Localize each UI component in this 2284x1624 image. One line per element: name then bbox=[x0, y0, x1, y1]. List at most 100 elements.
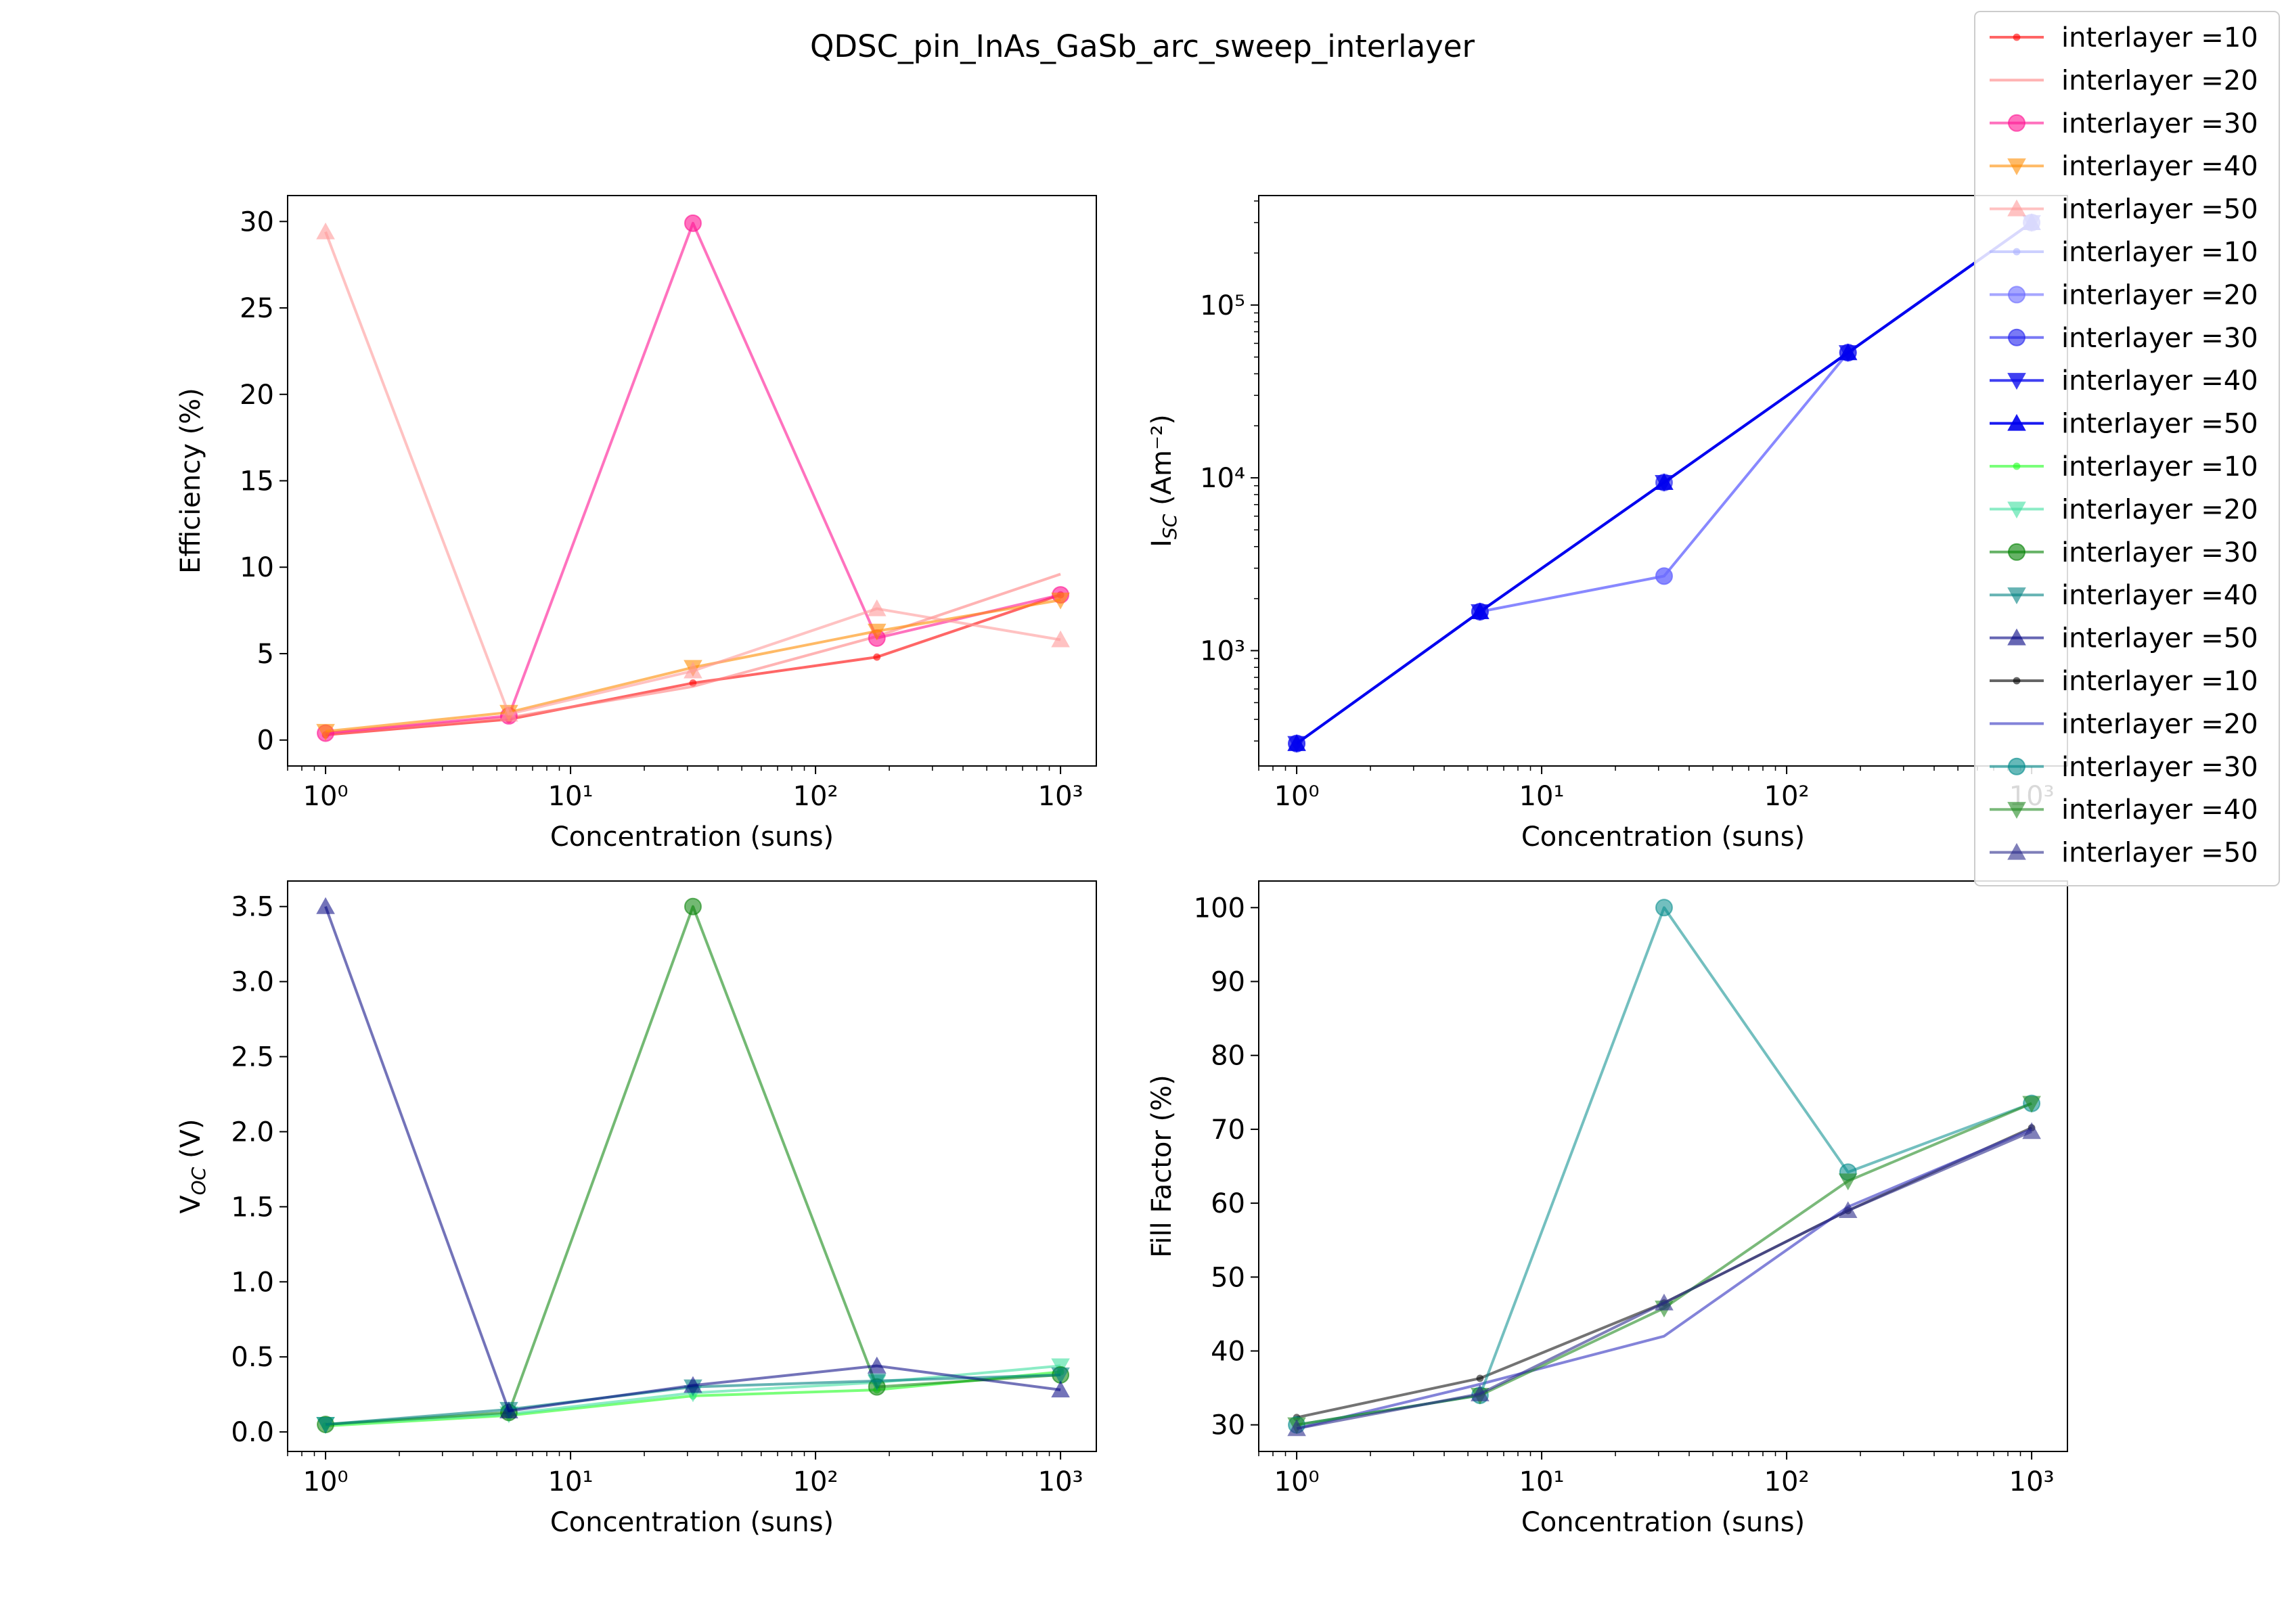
legend-entry: interlayer =30 bbox=[1990, 752, 2258, 783]
y-tick-label: 40 bbox=[1211, 1336, 1245, 1367]
legend-entry: interlayer =10 bbox=[1990, 22, 2258, 53]
y-tick-label: 30 bbox=[240, 206, 274, 238]
legend-label: interlayer =10 bbox=[2061, 666, 2258, 697]
x-tick-label: 10⁰ bbox=[303, 781, 349, 812]
data-point bbox=[499, 1401, 518, 1419]
y-tick-label: 10³ bbox=[1200, 636, 1245, 667]
axes-frame bbox=[287, 195, 1097, 767]
y-tick-label: 20 bbox=[240, 380, 274, 411]
legend-label: interlayer =30 bbox=[2061, 537, 2258, 568]
data-point bbox=[1838, 1173, 1858, 1191]
legend-marker bbox=[2013, 677, 2021, 685]
legend-marker bbox=[2013, 462, 2021, 470]
series-2 bbox=[1296, 1128, 2032, 1430]
data-point bbox=[1838, 343, 1858, 361]
y-axis: 30 40 50 60 70 80 90 100 Fill Factor (%) bbox=[1146, 893, 1259, 1441]
legend-label: interlayer =50 bbox=[2061, 623, 2258, 654]
legend-entry: interlayer =50 bbox=[1990, 838, 2258, 869]
y-tick-label: 60 bbox=[1211, 1188, 1245, 1219]
legend-label: interlayer =10 bbox=[2061, 22, 2258, 53]
x-tick-label: 10¹ bbox=[1519, 1466, 1565, 1497]
plot-area bbox=[316, 897, 1070, 1434]
legend-entry: interlayer =40 bbox=[1990, 365, 2258, 397]
legend-label: interlayer =30 bbox=[2061, 323, 2258, 354]
x-tick-label: 10¹ bbox=[1519, 781, 1565, 812]
legend-entry: interlayer =30 bbox=[1990, 323, 2258, 354]
legend-label: interlayer =10 bbox=[2061, 237, 2258, 268]
legend-label: interlayer =40 bbox=[2061, 151, 2258, 182]
x-tick-label: 10³ bbox=[2009, 1466, 2055, 1497]
data-point bbox=[867, 599, 887, 616]
x-tick-label: 10² bbox=[793, 1466, 838, 1497]
y-tick-label: 50 bbox=[1211, 1262, 1245, 1293]
y-tick-label: 1.5 bbox=[231, 1192, 274, 1223]
legend-marker bbox=[2008, 757, 2025, 775]
y-axis-label: VOC (V) bbox=[175, 1119, 210, 1213]
data-point bbox=[1655, 899, 1673, 917]
data-point bbox=[1051, 630, 1070, 648]
plot-area bbox=[316, 214, 1070, 742]
data-point bbox=[316, 897, 335, 914]
data-point bbox=[316, 222, 335, 240]
legend-marker bbox=[2013, 248, 2021, 256]
legend-marker bbox=[2007, 413, 2026, 431]
legend-marker bbox=[2007, 199, 2026, 217]
data-point bbox=[1476, 1374, 1484, 1382]
legend-entry: interlayer =50 bbox=[1990, 194, 2258, 225]
y-axis: 10³ 10⁴ 10⁵ ISC (Am⁻²) bbox=[1146, 200, 1259, 742]
data-point bbox=[1655, 567, 1673, 585]
data-point bbox=[1287, 734, 1306, 751]
legend-marker bbox=[2008, 543, 2025, 561]
data-point bbox=[1838, 1201, 1858, 1219]
legend-label: interlayer =20 bbox=[2061, 65, 2258, 96]
legend-entry: interlayer =20 bbox=[1990, 708, 2258, 740]
data-point bbox=[1287, 1419, 1306, 1437]
x-axis: 10⁰ 10¹ 10² 10³ Concentration (suns) bbox=[287, 1451, 1083, 1538]
legend-entry: interlayer =10 bbox=[1990, 666, 2258, 697]
series-line bbox=[1296, 1128, 2032, 1430]
axes-frame bbox=[287, 880, 1097, 1452]
data-point bbox=[1051, 1380, 1070, 1398]
legend-marker bbox=[2007, 842, 2026, 860]
legend-marker bbox=[2007, 158, 2026, 175]
subplot-grid: 10⁰ 10¹ 10² 10³ Concentration (suns) 0 5 10 15 20… bbox=[175, 195, 2068, 1538]
x-axis-label: Concentration (suns) bbox=[550, 821, 834, 853]
plot-area bbox=[1287, 899, 2041, 1437]
x-tick-label: 10⁰ bbox=[1274, 781, 1320, 812]
y-axis: 0 5 10 15 20 25 30 Efficiency (%) bbox=[175, 206, 288, 757]
x-tick-label: 10² bbox=[793, 781, 838, 812]
x-axis-label: Concentration (suns) bbox=[1521, 821, 1805, 853]
y-tick-label: 80 bbox=[1211, 1041, 1245, 1072]
legend-marker bbox=[2007, 501, 2026, 519]
y-tick-label: 3.0 bbox=[231, 967, 274, 998]
data-point bbox=[684, 214, 702, 232]
legend-label: interlayer =50 bbox=[2061, 838, 2258, 869]
legend-label: interlayer =10 bbox=[2061, 451, 2258, 482]
legend-marker bbox=[2007, 587, 2026, 604]
legend-label: interlayer =20 bbox=[2061, 708, 2258, 740]
legend-marker bbox=[2013, 33, 2021, 41]
legend-marker bbox=[2007, 802, 2026, 819]
x-tick-label: 10¹ bbox=[548, 1466, 594, 1497]
y-tick-label: 25 bbox=[240, 293, 274, 324]
x-axis: 10⁰ 10¹ 10² 10³ Concentration (suns) bbox=[287, 766, 1083, 853]
y-tick-label: 70 bbox=[1211, 1114, 1245, 1146]
y-tick-label: 2.5 bbox=[231, 1042, 274, 1073]
y-tick-label: 10⁴ bbox=[1200, 463, 1245, 494]
y-axis-label: Efficiency (%) bbox=[175, 388, 206, 574]
legend-entry: interlayer =40 bbox=[1990, 580, 2258, 611]
y-tick-label: 2.0 bbox=[231, 1116, 274, 1148]
legend-marker bbox=[2008, 328, 2025, 346]
x-axis-label: Concentration (suns) bbox=[550, 1507, 834, 1538]
data-point bbox=[1471, 602, 1490, 620]
y-axis: 0.0 0.5 1.0 1.5 2.0 2.5 3.0 3.5 VOC (V) bbox=[175, 892, 288, 1448]
y-tick-label: 1.0 bbox=[231, 1267, 274, 1298]
x-tick-label: 10³ bbox=[1038, 1466, 1083, 1497]
legend-entry: interlayer =50 bbox=[1990, 409, 2258, 440]
legend-label: interlayer =30 bbox=[2061, 108, 2258, 139]
data-point bbox=[867, 1373, 887, 1391]
y-tick-label: 3.5 bbox=[231, 892, 274, 923]
series-5 bbox=[316, 222, 1070, 722]
